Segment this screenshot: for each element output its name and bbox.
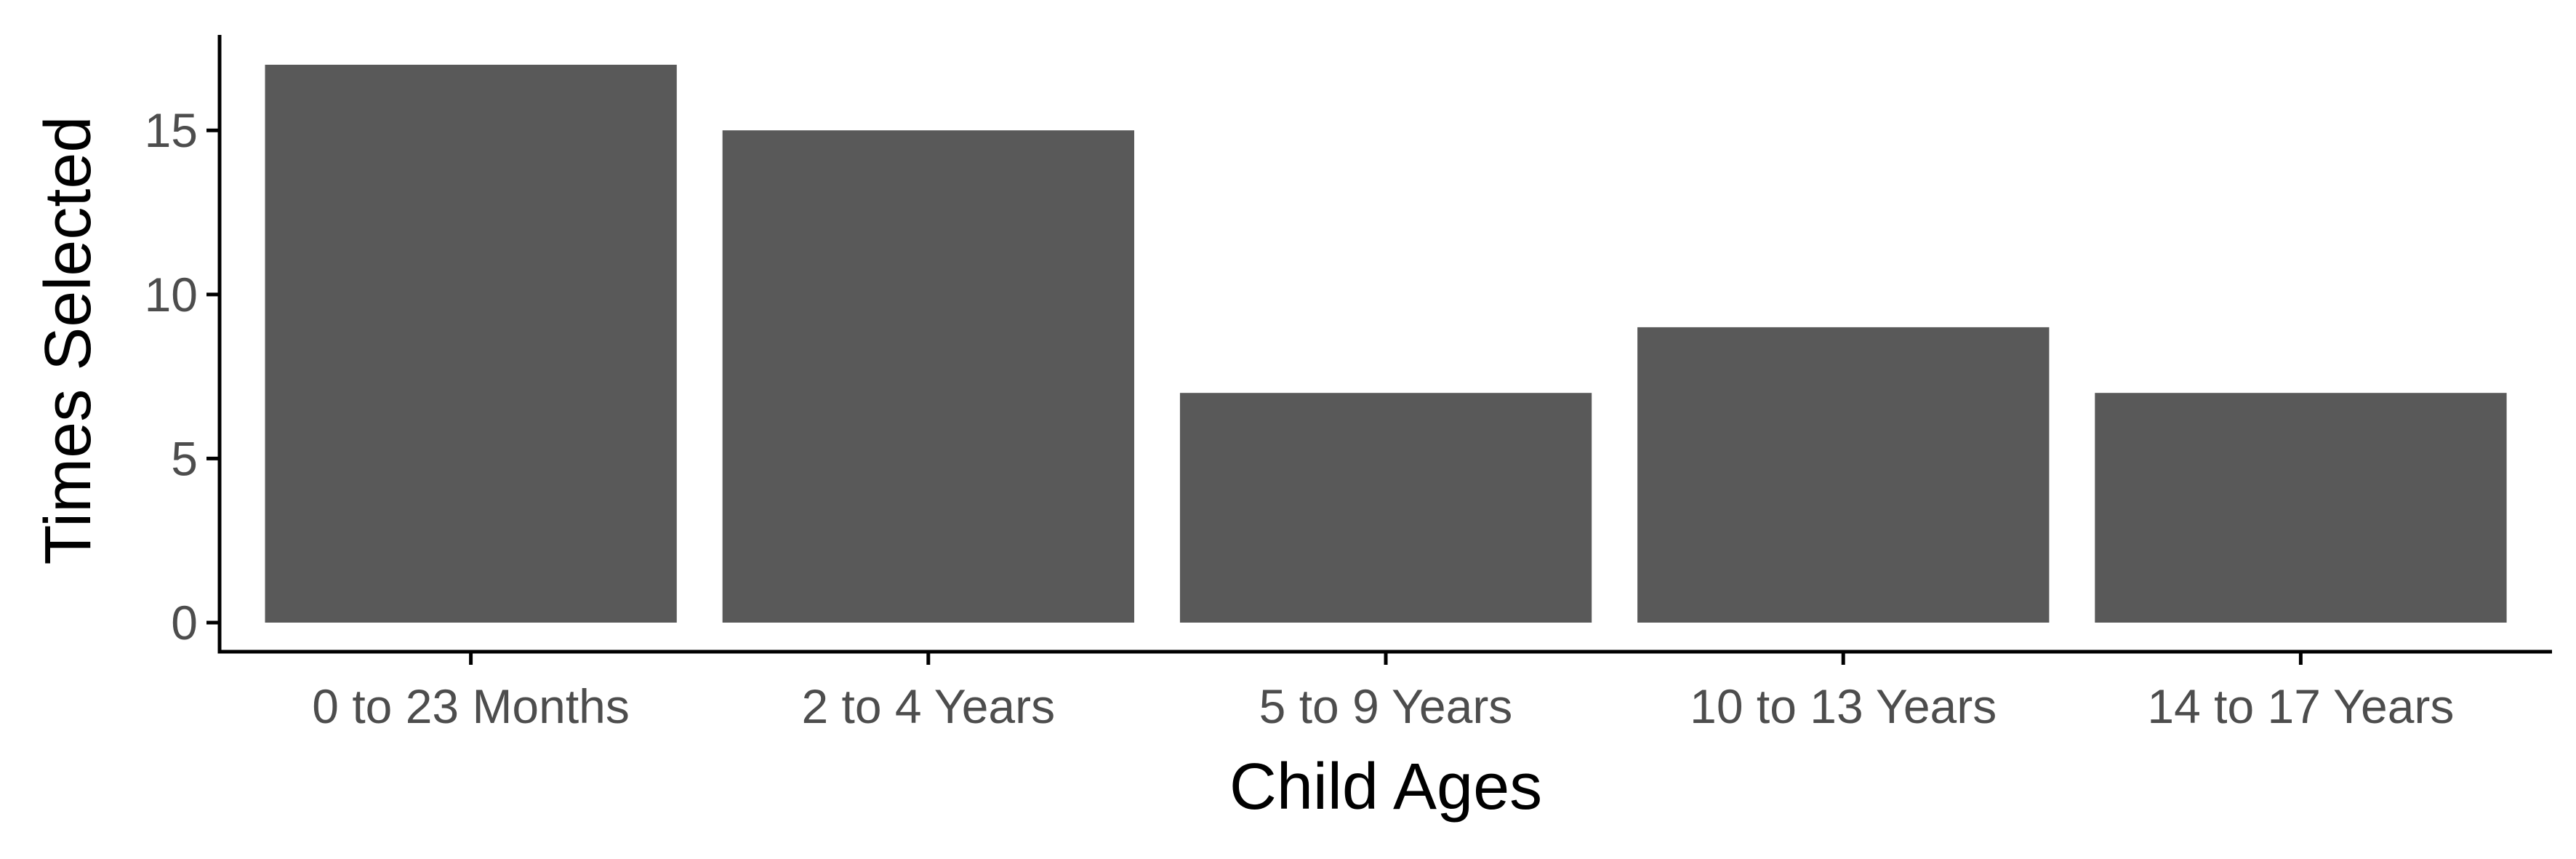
y-axis-title: Times Selected xyxy=(32,116,105,565)
y-tick-label: 0 xyxy=(171,596,198,650)
y-axis-ticks: 0 5 10 15 xyxy=(145,103,220,650)
x-tick-label: 5 to 9 Years xyxy=(1259,679,1513,733)
bar xyxy=(1637,327,2050,623)
x-tick-label: 0 to 23 Months xyxy=(312,679,630,733)
y-tick-label: 10 xyxy=(145,268,198,321)
bar xyxy=(2095,393,2507,623)
y-tick-label: 5 xyxy=(171,431,198,485)
bar xyxy=(1179,393,1592,623)
bars-group xyxy=(265,65,2507,623)
x-tick-label: 14 to 17 Years xyxy=(2147,679,2454,733)
bar xyxy=(722,130,1134,623)
y-tick-label: 15 xyxy=(145,103,198,157)
bar xyxy=(265,65,677,623)
x-axis-ticks: 0 to 23 Months 2 to 4 Years 5 to 9 Years 10… xyxy=(312,652,2454,733)
x-tick-label: 10 to 13 Years xyxy=(1690,679,1997,733)
x-axis-title: Child Ages xyxy=(1229,751,1542,823)
x-tick-label: 2 to 4 Years xyxy=(801,679,1055,733)
